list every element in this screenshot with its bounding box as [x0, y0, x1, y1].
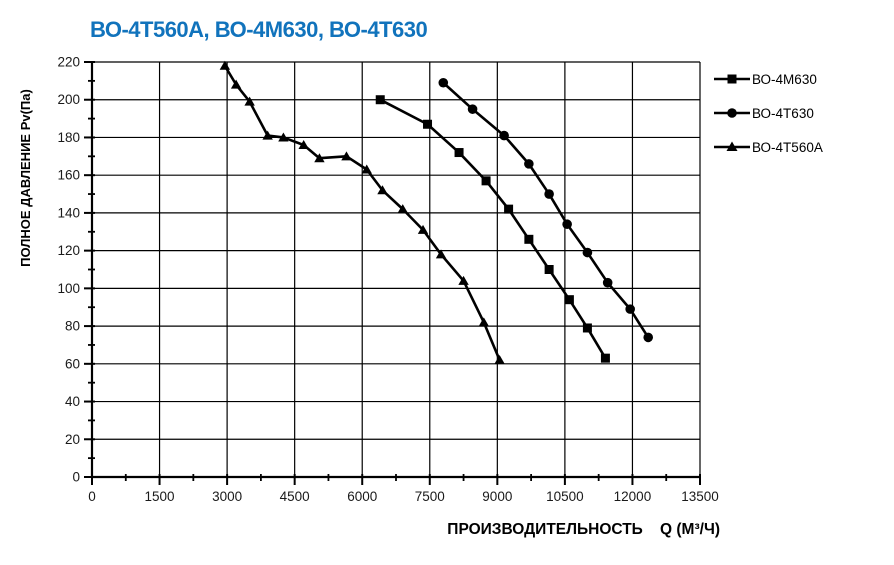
legend-marker-square-icon [714, 74, 750, 84]
legend-item: ВО-4Т630 [713, 96, 823, 130]
x-tick-label: 7500 [415, 489, 445, 504]
legend-label: ВО-4Т560А [752, 139, 823, 155]
series-marker-circle [544, 189, 554, 199]
x-tick-label: 6000 [347, 489, 377, 504]
series-marker-square [375, 95, 385, 105]
x-tick-label: 1500 [145, 489, 175, 504]
x-axis-title: ПРОИЗВОДИТЕЛЬНОСТЬ Q (М³/Ч) [447, 521, 720, 538]
y-tick-label: 80 [65, 319, 80, 334]
x-tick-label: 12000 [614, 489, 652, 504]
legend-label: ВО-4М630 [752, 71, 817, 87]
series-marker-circle [438, 77, 449, 88]
legend-label: ВО-4Т630 [752, 105, 814, 121]
series-marker-circle [467, 104, 478, 114]
x-tick-label: 10500 [546, 489, 584, 504]
series-marker-circle [562, 219, 572, 230]
series-marker-circle [602, 277, 613, 288]
legend-marker-circle-icon [714, 108, 750, 118]
chart-title: ВО-4Т560А, ВО-4М630, ВО-4Т630 [90, 17, 428, 42]
series-marker-square [582, 323, 592, 333]
y-tick-label: 40 [65, 394, 80, 409]
series-marker-triangle [262, 130, 273, 140]
series-line-triangle [223, 65, 501, 361]
series-marker-circle [582, 247, 593, 258]
series-marker-triangle [458, 275, 469, 285]
series-marker-triangle [361, 164, 372, 174]
y-tick-label: 60 [65, 356, 80, 371]
series-marker-square [504, 204, 514, 214]
x-tick-label: 4500 [280, 489, 310, 504]
series-marker-square [564, 295, 574, 305]
legend-item: ВО-4М630 [713, 62, 823, 96]
series-marker-square [600, 353, 610, 363]
series-marker-triangle [278, 132, 289, 142]
series-marker-square [544, 265, 554, 274]
x-tick-label: 3000 [212, 489, 242, 504]
legend-marker-triangle-icon [714, 141, 750, 151]
series-line-circle [442, 81, 650, 339]
y-tick-label: 20 [65, 432, 80, 447]
series-line-square [379, 98, 607, 359]
series-marker-triangle [244, 96, 255, 106]
series-marker-triangle [219, 60, 231, 70]
y-tick-label: 100 [57, 281, 80, 296]
x-tick-label: 13500 [681, 489, 719, 504]
y-tick-label: 120 [57, 243, 80, 258]
series-marker-triangle [478, 317, 490, 327]
series-marker-triangle [377, 185, 388, 195]
y-tick-label: 140 [57, 205, 80, 220]
series-marker-circle [625, 304, 635, 314]
series-marker-triangle [230, 79, 242, 89]
series-marker-triangle [417, 224, 429, 234]
y-tick-label: 220 [57, 55, 80, 70]
y-tick-label: 160 [57, 168, 80, 183]
series-marker-square [454, 148, 464, 158]
series-marker-square [423, 119, 433, 129]
series-marker-triangle [494, 355, 505, 365]
series-marker-circle [643, 332, 654, 343]
series-marker-triangle [314, 153, 325, 163]
series-marker-triangle [435, 249, 447, 259]
series-marker-square [481, 176, 491, 186]
series-marker-triangle [298, 140, 309, 149]
x-tick-label: 0 [88, 489, 96, 504]
y-tick-label: 200 [57, 92, 80, 107]
legend-item: ВО-4Т560А [713, 130, 823, 164]
x-tick-label: 9000 [482, 489, 512, 504]
series-marker-triangle [341, 151, 352, 161]
y-tick-label: 180 [57, 130, 80, 145]
series-marker-circle [499, 130, 509, 141]
series-marker-circle [524, 159, 534, 169]
series-marker-triangle [397, 204, 408, 214]
series-marker-square [524, 234, 534, 244]
legend: ВО-4М630 ВО-4Т630 ВО-4Т560А [713, 62, 823, 164]
y-tick-label: 0 [72, 470, 80, 485]
